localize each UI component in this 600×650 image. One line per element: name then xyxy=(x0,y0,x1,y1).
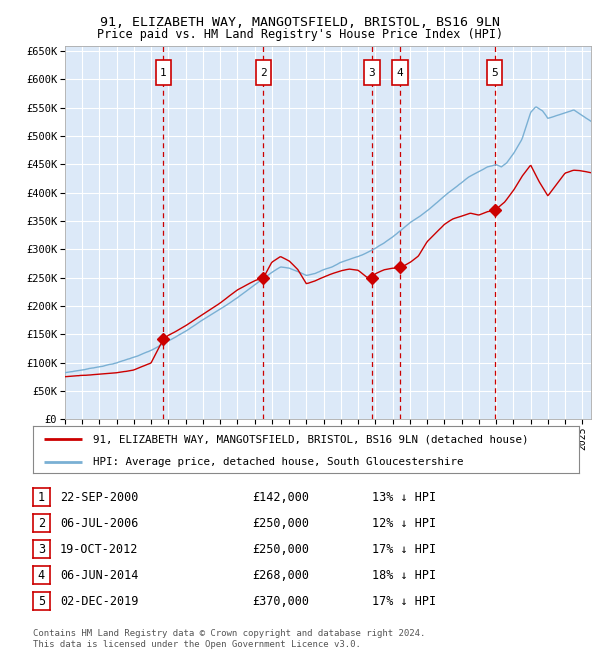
Text: 91, ELIZABETH WAY, MANGOTSFIELD, BRISTOL, BS16 9LN: 91, ELIZABETH WAY, MANGOTSFIELD, BRISTOL… xyxy=(100,16,500,29)
Bar xyxy=(487,60,502,85)
Bar xyxy=(392,60,408,85)
Text: 17% ↓ HPI: 17% ↓ HPI xyxy=(372,543,436,556)
Text: £268,000: £268,000 xyxy=(252,569,309,582)
Text: Contains HM Land Registry data © Crown copyright and database right 2024.
This d: Contains HM Land Registry data © Crown c… xyxy=(33,629,425,649)
Bar xyxy=(256,60,271,85)
Bar xyxy=(156,60,171,85)
Text: 4: 4 xyxy=(397,68,403,78)
Text: 06-JUL-2006: 06-JUL-2006 xyxy=(60,517,139,530)
Text: £142,000: £142,000 xyxy=(252,491,309,504)
Text: Price paid vs. HM Land Registry's House Price Index (HPI): Price paid vs. HM Land Registry's House … xyxy=(97,28,503,41)
Text: 4: 4 xyxy=(38,569,45,582)
Text: 22-SEP-2000: 22-SEP-2000 xyxy=(60,491,139,504)
Text: 5: 5 xyxy=(491,68,498,78)
Text: 3: 3 xyxy=(368,68,375,78)
Text: 19-OCT-2012: 19-OCT-2012 xyxy=(60,543,139,556)
Text: 91, ELIZABETH WAY, MANGOTSFIELD, BRISTOL, BS16 9LN (detached house): 91, ELIZABETH WAY, MANGOTSFIELD, BRISTOL… xyxy=(93,434,529,444)
Bar xyxy=(364,60,380,85)
Text: 2: 2 xyxy=(38,517,45,530)
Text: 1: 1 xyxy=(160,68,167,78)
Text: 2: 2 xyxy=(260,68,267,78)
Text: 3: 3 xyxy=(38,543,45,556)
Text: £250,000: £250,000 xyxy=(252,543,309,556)
Text: £370,000: £370,000 xyxy=(252,595,309,608)
Text: 02-DEC-2019: 02-DEC-2019 xyxy=(60,595,139,608)
Text: 06-JUN-2014: 06-JUN-2014 xyxy=(60,569,139,582)
Text: 17% ↓ HPI: 17% ↓ HPI xyxy=(372,595,436,608)
Text: 13% ↓ HPI: 13% ↓ HPI xyxy=(372,491,436,504)
Text: 5: 5 xyxy=(38,595,45,608)
Text: 12% ↓ HPI: 12% ↓ HPI xyxy=(372,517,436,530)
Text: £250,000: £250,000 xyxy=(252,517,309,530)
Text: 1: 1 xyxy=(38,491,45,504)
Text: 18% ↓ HPI: 18% ↓ HPI xyxy=(372,569,436,582)
Text: HPI: Average price, detached house, South Gloucestershire: HPI: Average price, detached house, Sout… xyxy=(93,458,464,467)
